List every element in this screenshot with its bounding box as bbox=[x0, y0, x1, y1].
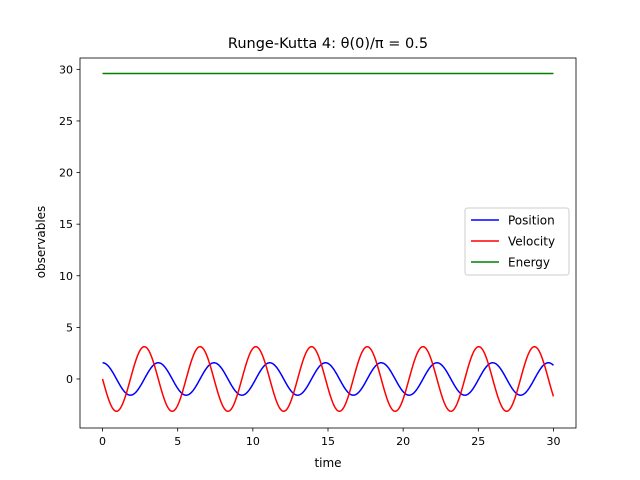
y-tick-label: 15 bbox=[59, 218, 73, 231]
x-axis-label: time bbox=[314, 456, 341, 470]
y-axis-label: observables bbox=[34, 206, 48, 279]
x-tick-label: 30 bbox=[546, 435, 560, 448]
legend-label-velocity: Velocity bbox=[508, 235, 555, 249]
series-line-position bbox=[102, 362, 554, 396]
legend-box bbox=[464, 207, 570, 276]
x-tick-label: 25 bbox=[471, 435, 485, 448]
y-tick-label: 5 bbox=[66, 321, 73, 334]
axes-layer: 0 5 10 15 20 25 30 0 5 10 15 20 25 30 bbox=[59, 57, 577, 448]
legend: Position Velocity Energy bbox=[464, 207, 570, 276]
y-tick-label: 0 bbox=[66, 373, 73, 386]
y-tick-label: 20 bbox=[59, 167, 73, 180]
x-tick-label: 10 bbox=[246, 435, 260, 448]
x-tick-label: 0 bbox=[99, 435, 106, 448]
y-tick-label: 30 bbox=[59, 63, 73, 76]
legend-label-energy: Energy bbox=[508, 256, 550, 270]
series-line-velocity bbox=[101, 345, 555, 413]
x-tick-label: 20 bbox=[396, 435, 410, 448]
x-tick-label: 15 bbox=[321, 435, 335, 448]
chart-title: Runge-Kutta 4: θ(0)/π = 0.5 bbox=[228, 36, 428, 52]
legend-label-position: Position bbox=[508, 214, 555, 228]
x-tick-label: 5 bbox=[174, 435, 181, 448]
y-tick-label: 10 bbox=[59, 270, 73, 283]
y-tick-label: 25 bbox=[59, 115, 73, 128]
series-layer bbox=[101, 72, 555, 413]
